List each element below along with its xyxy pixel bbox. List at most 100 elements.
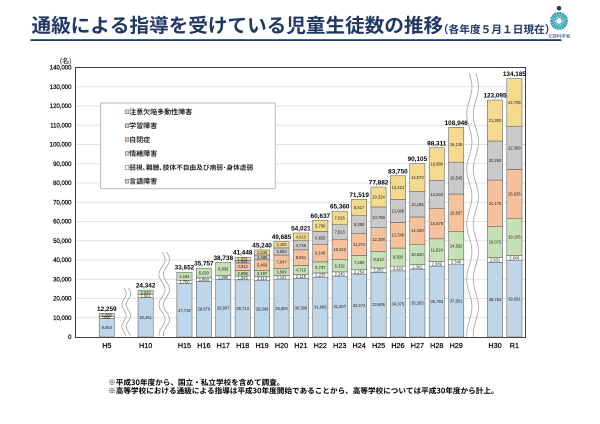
svg-text:20,461: 20,461 [139, 315, 152, 320]
svg-text:120,000: 120,000 [50, 104, 72, 110]
svg-text:15,876: 15,876 [431, 221, 444, 226]
svg-text:30,390: 30,390 [295, 305, 308, 310]
svg-text:1,943: 1,943 [238, 275, 249, 280]
svg-text:2,118: 2,118 [296, 274, 307, 279]
svg-text:100,000: 100,000 [50, 143, 72, 149]
svg-text:90,000: 90,000 [53, 162, 72, 168]
svg-text:4,710: 4,710 [296, 267, 307, 272]
svg-text:41,448: 41,448 [233, 250, 253, 257]
svg-text:14,573: 14,573 [411, 175, 424, 180]
svg-text:H18: H18 [236, 341, 249, 350]
svg-text:1,750: 1,750 [179, 279, 190, 284]
svg-text:11,274: 11,274 [353, 242, 366, 247]
svg-text:12,006: 12,006 [392, 208, 405, 213]
svg-text:14,543: 14,543 [431, 192, 444, 197]
svg-text:0: 0 [68, 335, 72, 341]
svg-text:134,185: 134,185 [503, 71, 527, 78]
svg-text:5,798: 5,798 [315, 223, 326, 228]
svg-text:77,882: 77,882 [369, 180, 389, 187]
svg-text:70,000: 70,000 [53, 200, 72, 206]
svg-text:36,793: 36,793 [431, 299, 444, 304]
svg-text:6,332: 6,332 [335, 263, 346, 268]
svg-text:H5: H5 [102, 341, 111, 350]
svg-text:H19: H19 [255, 341, 268, 350]
svg-text:H30: H30 [488, 341, 501, 350]
svg-text:29,713: 29,713 [236, 306, 249, 311]
svg-text:10,620: 10,620 [411, 252, 424, 257]
svg-text:2,606: 2,606 [509, 256, 520, 261]
svg-text:9,392: 9,392 [393, 255, 404, 260]
svg-text:H22: H22 [314, 341, 327, 350]
svg-text:H16: H16 [197, 341, 210, 350]
svg-text:54,021: 54,021 [291, 226, 311, 233]
svg-text:1,351: 1,351 [238, 259, 249, 264]
svg-text:H25: H25 [372, 341, 385, 350]
svg-text:3,197: 3,197 [257, 271, 268, 276]
svg-text:1,631: 1,631 [238, 256, 249, 261]
svg-text:98,311: 98,311 [427, 140, 447, 147]
svg-text:11,824: 11,824 [431, 248, 444, 253]
svg-text:7,047: 7,047 [276, 259, 287, 264]
svg-text:7,026: 7,026 [335, 215, 346, 220]
svg-text:37,561: 37,561 [450, 298, 463, 303]
svg-text:1,665: 1,665 [102, 313, 113, 318]
svg-text:19,567: 19,567 [450, 210, 463, 215]
svg-text:2,233: 2,233 [315, 273, 326, 278]
svg-text:4,184: 4,184 [179, 274, 190, 279]
svg-text:1,995: 1,995 [218, 275, 229, 280]
svg-text:22,389: 22,389 [508, 145, 521, 150]
svg-text:8,613: 8,613 [373, 257, 384, 262]
svg-text:14,160: 14,160 [411, 228, 424, 233]
svg-text:2,254: 2,254 [354, 269, 365, 274]
svg-text:60,637: 60,637 [311, 213, 331, 220]
svg-text:33,606: 33,606 [372, 302, 385, 307]
svg-text:2,546: 2,546 [451, 260, 462, 265]
svg-text:4,013: 4,013 [296, 234, 307, 239]
svg-text:3,912: 3,912 [238, 264, 249, 269]
svg-text:R1: R1 [510, 341, 519, 350]
svg-text:45,240: 45,240 [252, 242, 272, 249]
svg-text:30,000: 30,000 [53, 277, 72, 283]
svg-text:H20: H20 [275, 341, 288, 350]
svg-text:140,000: 140,000 [50, 66, 72, 72]
svg-text:12,259: 12,259 [97, 306, 117, 313]
svg-text:20,000: 20,000 [53, 297, 72, 303]
svg-text:7,450: 7,450 [354, 260, 365, 265]
svg-text:10,769: 10,769 [372, 215, 385, 220]
svg-text:13,185: 13,185 [411, 202, 424, 207]
svg-text:31,607: 31,607 [333, 304, 346, 309]
svg-text:65,360: 65,360 [330, 204, 350, 211]
svg-text:5,469: 5,469 [257, 263, 268, 268]
svg-text:123,095: 123,095 [483, 93, 507, 100]
svg-text:H15: H15 [178, 341, 191, 350]
svg-text:130,000: 130,000 [50, 85, 72, 91]
svg-text:29,340: 29,340 [256, 306, 269, 311]
svg-text:7,813: 7,813 [335, 230, 346, 235]
svg-text:9,350: 9,350 [354, 222, 365, 227]
svg-text:H27: H27 [411, 341, 424, 350]
svg-text:80,000: 80,000 [53, 181, 72, 187]
svg-text:90,105: 90,105 [408, 156, 428, 163]
svg-text:2,240: 2,240 [335, 272, 346, 277]
svg-text:38,738: 38,738 [213, 255, 233, 262]
svg-text:32,674: 32,674 [353, 303, 366, 308]
svg-text:3,682: 3,682 [276, 249, 287, 254]
svg-text:110,000: 110,000 [50, 123, 72, 129]
svg-text:5,033: 5,033 [199, 271, 210, 276]
svg-text:60,000: 60,000 [53, 220, 72, 226]
svg-text:25,635: 25,635 [508, 192, 521, 197]
svg-text:3,589: 3,589 [276, 270, 287, 275]
svg-text:28,870: 28,870 [198, 307, 211, 312]
svg-text:1,561: 1,561 [140, 294, 151, 299]
svg-text:31,066: 31,066 [314, 305, 327, 310]
svg-text:H21: H21 [294, 341, 307, 350]
svg-text:1,854: 1,854 [199, 277, 210, 282]
svg-text:H29: H29 [450, 341, 463, 350]
svg-text:16,545: 16,545 [450, 176, 463, 181]
svg-text:24,709: 24,709 [508, 100, 521, 105]
svg-text:16,072: 16,072 [489, 240, 502, 245]
svg-text:2,424: 2,424 [393, 266, 404, 271]
svg-text:5,737: 5,737 [315, 265, 326, 270]
svg-text:2,262: 2,262 [373, 268, 384, 273]
svg-text:10,324: 10,324 [372, 195, 385, 200]
